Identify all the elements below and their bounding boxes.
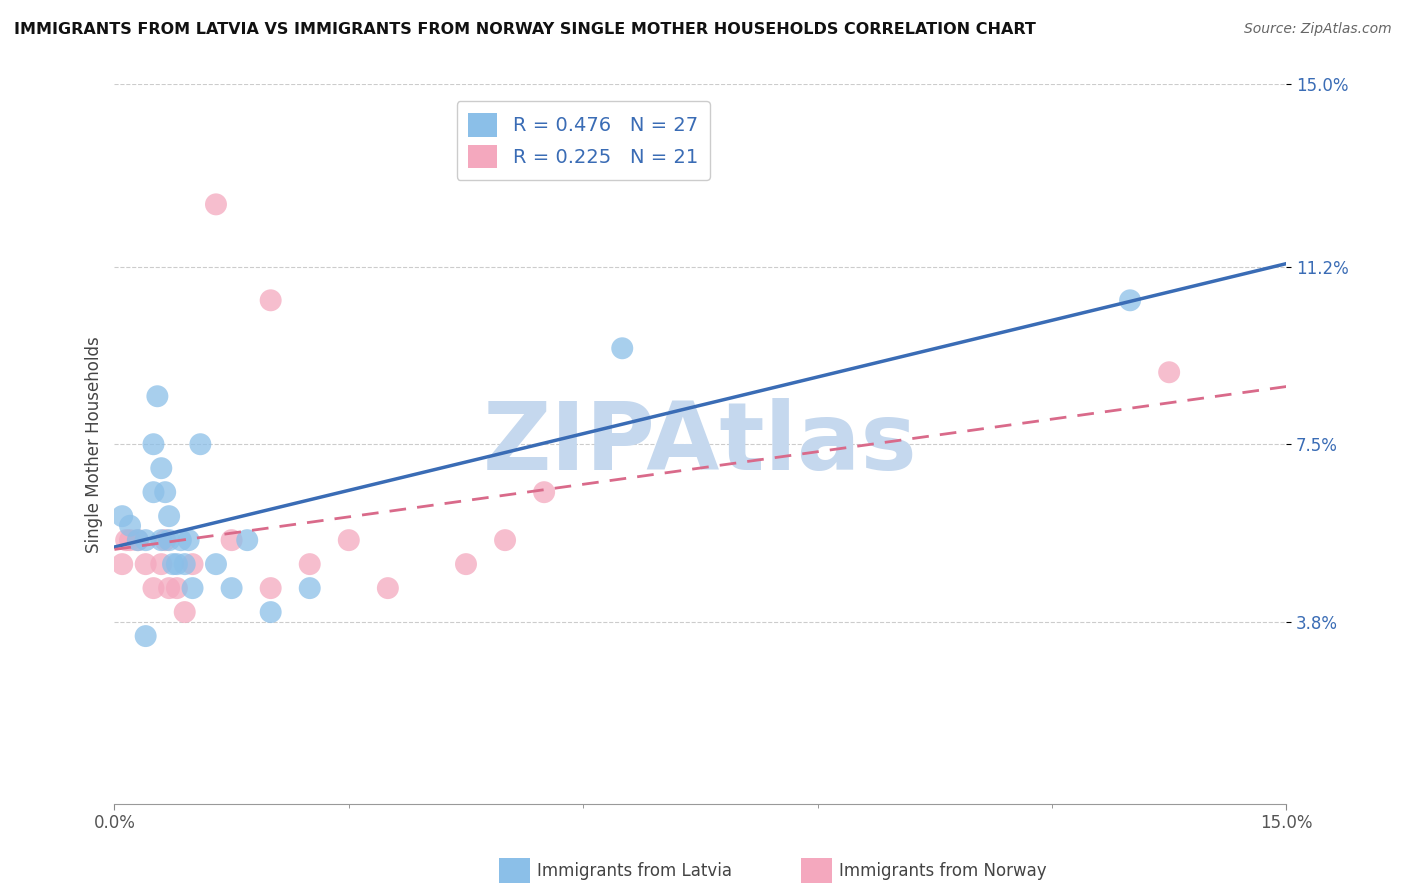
Point xyxy=(115,533,138,548)
Point xyxy=(135,533,157,548)
Point xyxy=(260,605,283,619)
Point xyxy=(205,197,228,211)
Point xyxy=(111,557,134,571)
Point xyxy=(173,605,195,619)
Point xyxy=(111,509,134,524)
Point xyxy=(177,533,200,548)
Point xyxy=(181,581,204,595)
Point xyxy=(153,533,176,548)
Point xyxy=(135,629,157,643)
Legend: R = 0.476   N = 27, R = 0.225   N = 21: R = 0.476 N = 27, R = 0.225 N = 21 xyxy=(457,102,710,180)
Text: Immigrants from Norway: Immigrants from Norway xyxy=(839,862,1047,880)
Text: ZIPAtlas: ZIPAtlas xyxy=(484,398,918,491)
Point xyxy=(150,557,173,571)
Point xyxy=(612,341,634,355)
Point xyxy=(127,533,149,548)
Point xyxy=(173,557,195,571)
Point xyxy=(188,437,211,451)
Point xyxy=(142,437,165,451)
Point xyxy=(1159,365,1181,379)
Point xyxy=(533,485,555,500)
Point xyxy=(260,293,283,308)
Point xyxy=(260,581,283,595)
Point xyxy=(166,581,188,595)
Point xyxy=(298,557,321,571)
Point xyxy=(377,581,399,595)
Point xyxy=(127,533,149,548)
Point xyxy=(146,389,169,403)
Point xyxy=(118,533,141,548)
Point xyxy=(454,557,477,571)
Text: Immigrants from Latvia: Immigrants from Latvia xyxy=(537,862,733,880)
Point xyxy=(142,485,165,500)
Text: IMMIGRANTS FROM LATVIA VS IMMIGRANTS FROM NORWAY SINGLE MOTHER HOUSEHOLDS CORREL: IMMIGRANTS FROM LATVIA VS IMMIGRANTS FRO… xyxy=(14,22,1036,37)
Point xyxy=(221,581,243,595)
Point xyxy=(1119,293,1142,308)
Point xyxy=(142,581,165,595)
Point xyxy=(157,509,180,524)
Point xyxy=(153,485,176,500)
Point xyxy=(135,557,157,571)
Point xyxy=(150,533,173,548)
Point xyxy=(157,581,180,595)
Point xyxy=(205,557,228,571)
Point xyxy=(298,581,321,595)
Point xyxy=(118,518,141,533)
Point xyxy=(337,533,360,548)
Point xyxy=(162,557,184,571)
Point xyxy=(181,557,204,571)
Point xyxy=(221,533,243,548)
Y-axis label: Single Mother Households: Single Mother Households xyxy=(86,335,103,552)
Point xyxy=(170,533,193,548)
Point xyxy=(157,533,180,548)
Point xyxy=(166,557,188,571)
Point xyxy=(494,533,516,548)
Point xyxy=(236,533,259,548)
Text: Source: ZipAtlas.com: Source: ZipAtlas.com xyxy=(1244,22,1392,37)
Point xyxy=(150,461,173,475)
